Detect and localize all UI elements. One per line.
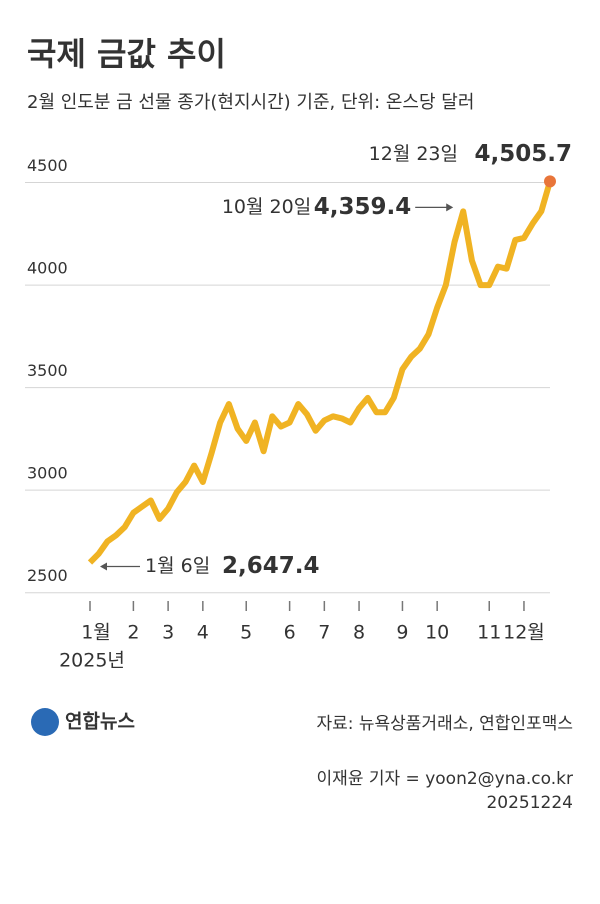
x-tick-label: 10 — [425, 622, 449, 644]
end-dot — [544, 175, 556, 188]
arrow-head — [100, 562, 107, 571]
y-tick-label: 3000 — [27, 464, 68, 483]
x-tick-label: 6 — [284, 622, 296, 644]
arrow-head — [446, 203, 454, 212]
annotation-value: 4,505.7 — [475, 141, 573, 167]
annotation-value: 4,359.4 — [314, 194, 412, 220]
x-tick-label: 11 — [477, 622, 501, 644]
annotation-value: 2,647.4 — [222, 553, 320, 579]
chart-subtitle: 2월 인도분 금 선물 종가(현지시간) 기준, 단위: 온스당 달러 — [27, 92, 474, 113]
logo-icon — [31, 708, 59, 736]
y-tick-label: 4500 — [27, 156, 68, 175]
annotation-date: 10월 20일 — [222, 196, 311, 218]
x-tick-label: 9 — [396, 622, 408, 644]
x-tick-label: 12월 — [503, 622, 545, 644]
x-tick-label: 3 — [162, 622, 174, 644]
x-tick-label: 5 — [240, 622, 252, 644]
y-tick-label: 2500 — [27, 566, 68, 585]
x-tick-label: 2 — [127, 622, 139, 644]
date: 20251224 — [486, 793, 573, 813]
annotation-date: 1월 6일 — [145, 555, 210, 577]
line — [87, 180, 553, 565]
x-tick-label: 4 — [197, 622, 209, 644]
logo: 연합뉴스 — [65, 711, 135, 733]
y-tick-label: 3500 — [27, 361, 68, 380]
chart-title: 국제 금값 추이 — [27, 35, 226, 73]
x-tick-label: 1월 — [81, 622, 111, 644]
credit: 이재윤 기자 = yoon2@yna.co.kr — [317, 769, 573, 789]
annotation-date: 12월 23일 — [369, 143, 458, 165]
x-sublabel: 2025년 — [59, 650, 125, 672]
y-tick-label: 4000 — [27, 259, 68, 278]
x-tick-label: 8 — [353, 622, 365, 644]
x-tick-label: 7 — [318, 622, 330, 644]
source: 자료: 뉴욕상품거래소, 연합인포맥스 — [316, 714, 573, 734]
